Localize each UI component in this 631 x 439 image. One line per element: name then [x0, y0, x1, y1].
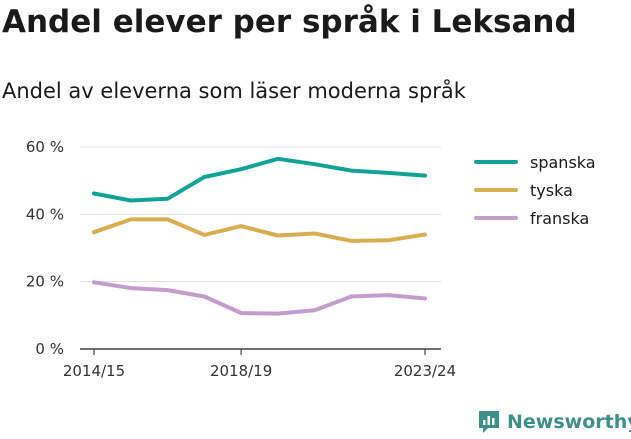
chart-title: Andel elever per språk i Leksand — [2, 4, 577, 40]
legend-label: spanska — [530, 152, 596, 172]
legend-item-franska: franska — [474, 204, 596, 232]
legend: spanska tyska franska — [474, 148, 596, 232]
y-tick-label: 0 % — [35, 340, 64, 358]
legend-label: franska — [530, 208, 590, 228]
series-line-spanska — [92, 156, 427, 203]
brand: Newsworthy — [477, 409, 631, 435]
x-tick-label: 2018/19 — [210, 362, 272, 380]
chart-subtitle: Andel av eleverna som läser moderna språ… — [2, 79, 466, 103]
brand-label: Newsworthy — [507, 411, 631, 433]
legend-item-spanska: spanska — [474, 148, 596, 176]
legend-swatch — [474, 160, 518, 164]
legend-swatch — [474, 188, 518, 192]
x-tick-label: 2014/15 — [63, 362, 125, 380]
series-line-franska — [92, 280, 427, 316]
legend-swatch — [474, 216, 518, 220]
grid-lines — [80, 146, 441, 350]
y-tick-label: 60 % — [26, 138, 64, 156]
y-tick-label: 20 % — [26, 273, 64, 291]
x-tick-label: 2023/24 — [394, 362, 456, 380]
series-lines — [92, 156, 427, 316]
legend-item-tyska: tyska — [474, 176, 596, 204]
legend-label: tyska — [530, 180, 573, 200]
y-tick-label: 40 % — [26, 205, 64, 223]
newsworthy-logo-icon — [479, 411, 499, 433]
series-line-tyska — [92, 217, 427, 243]
axes: 0 % 20 % 40 % 60 % 2014/15 2018/19 2023/24 — [26, 138, 456, 380]
